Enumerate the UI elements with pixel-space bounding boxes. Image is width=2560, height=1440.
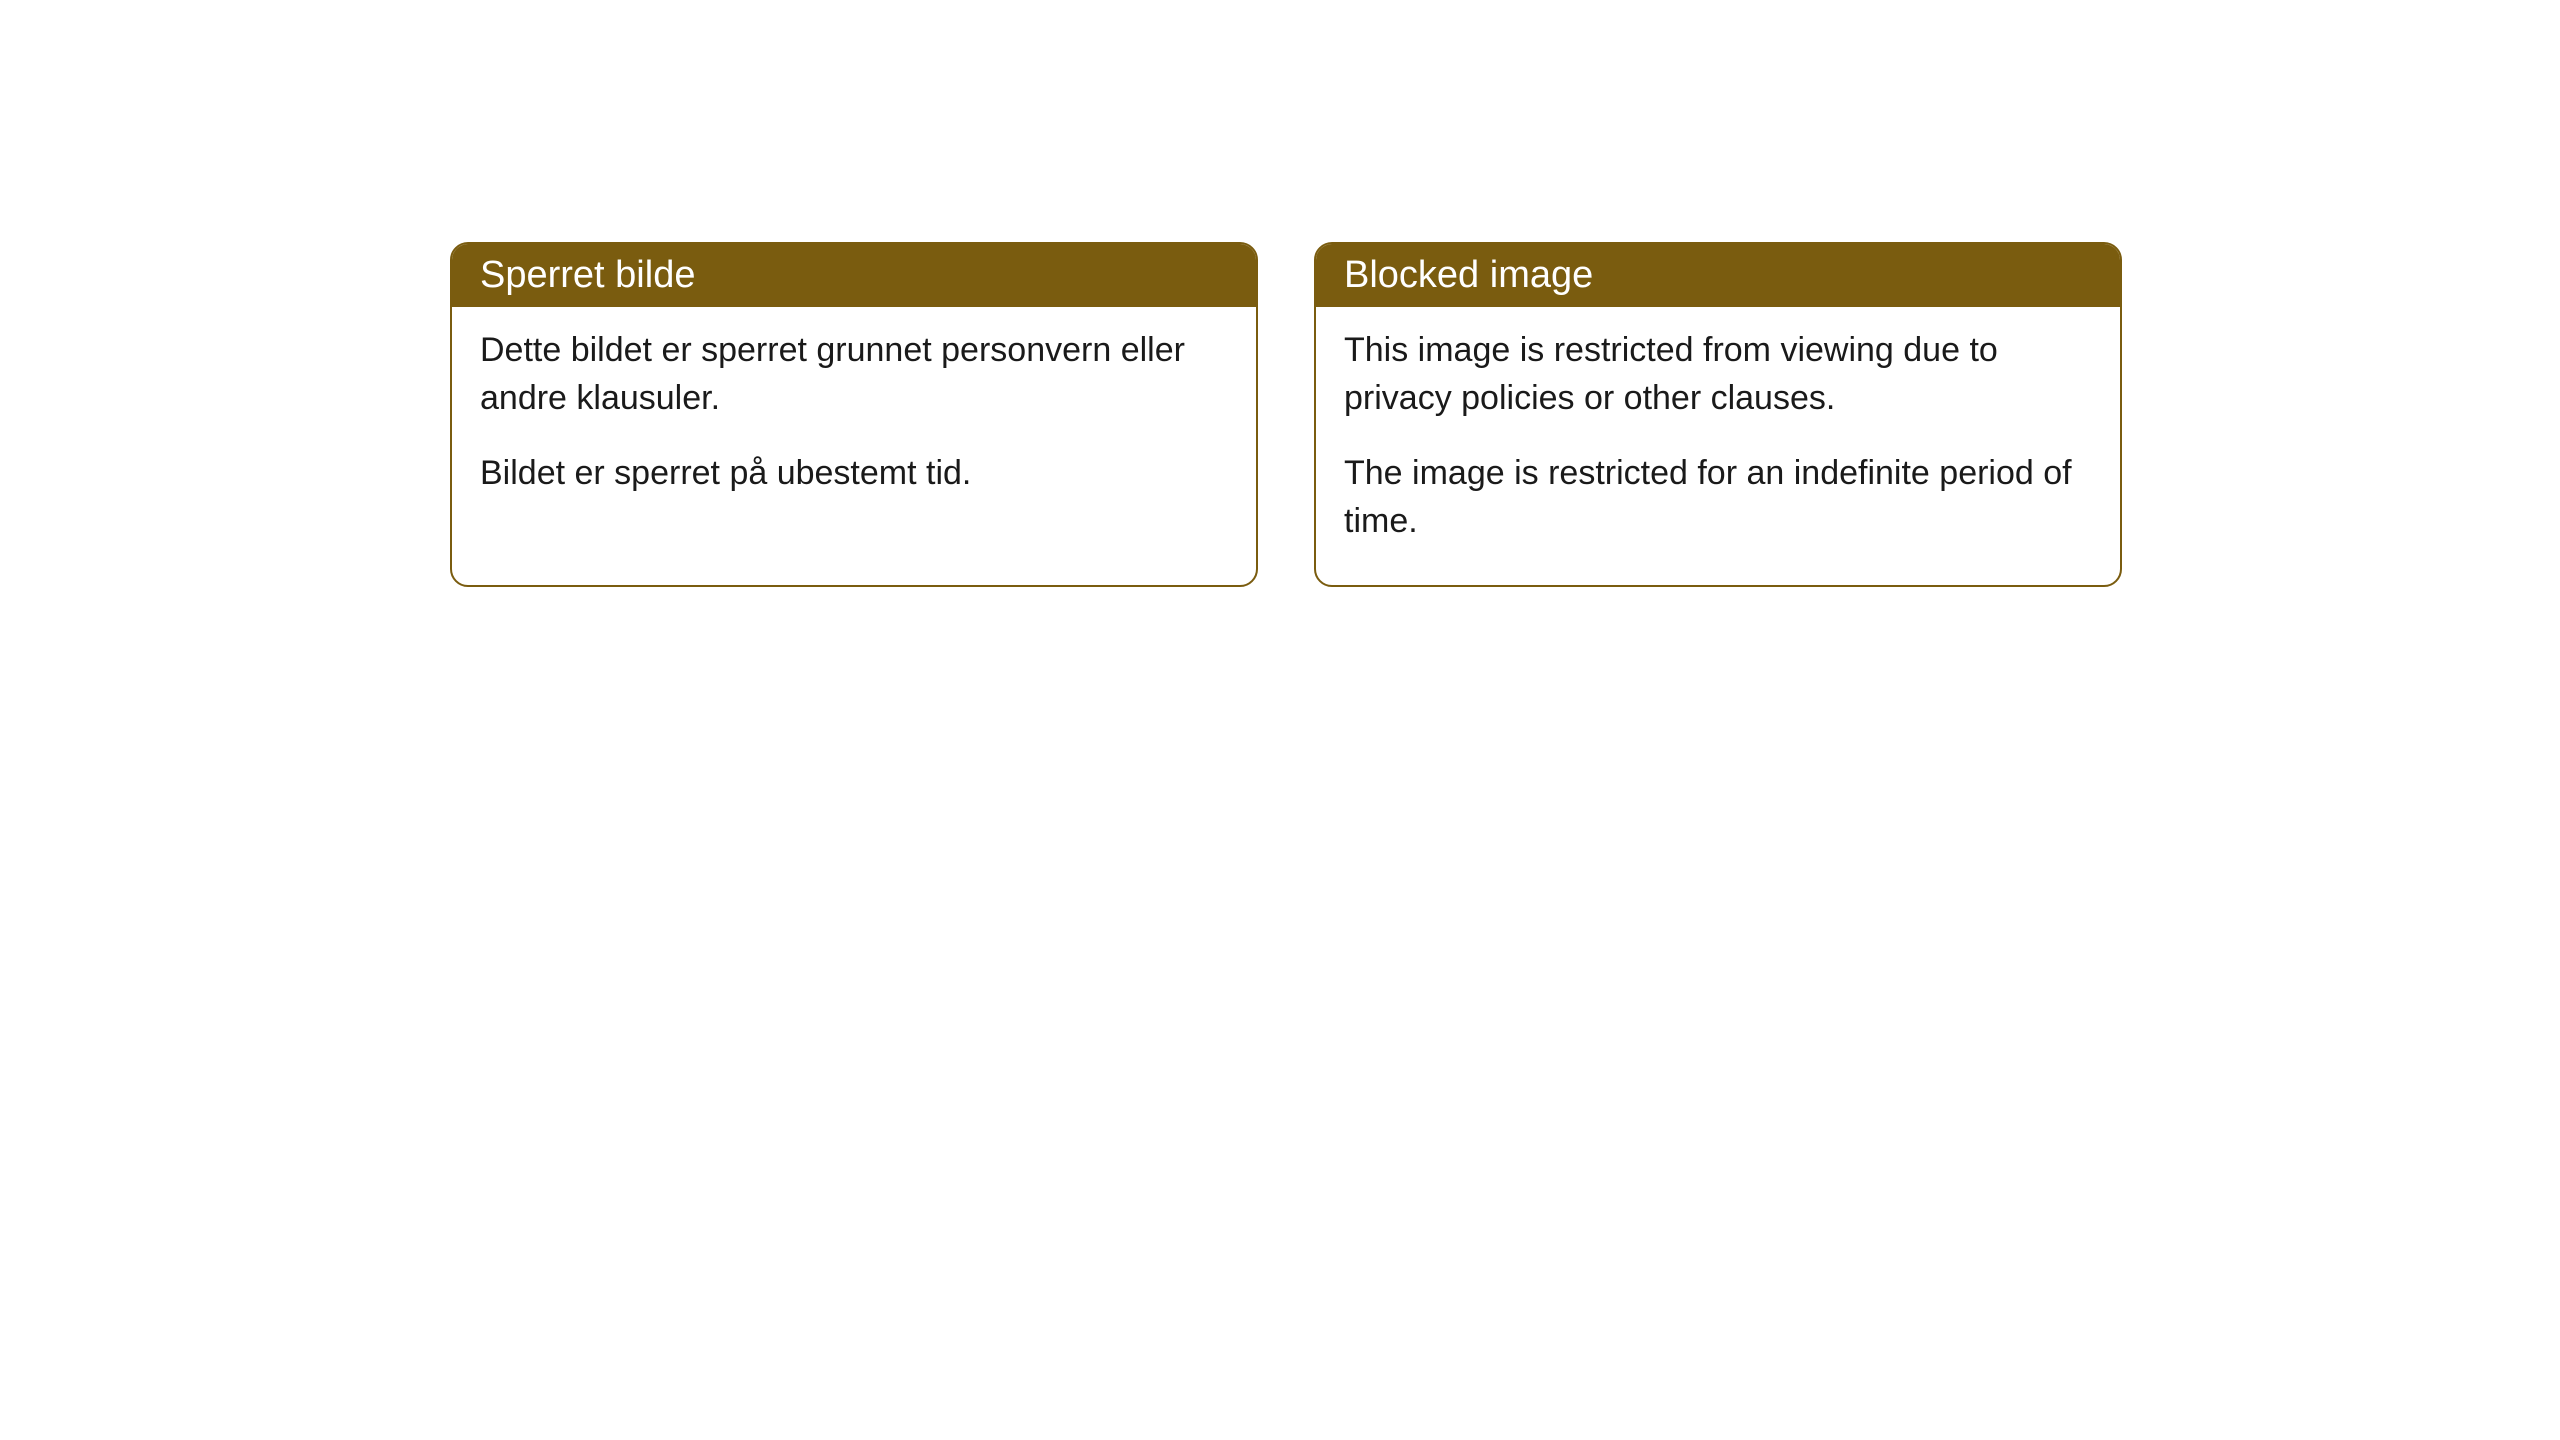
- notice-body: Dette bildet er sperret grunnet personve…: [452, 307, 1256, 538]
- notice-paragraph-1: Dette bildet er sperret grunnet personve…: [480, 327, 1228, 422]
- notice-paragraph-1: This image is restricted from viewing du…: [1344, 327, 2092, 422]
- notice-body: This image is restricted from viewing du…: [1316, 307, 2120, 585]
- notice-header: Sperret bilde: [452, 244, 1256, 307]
- notice-header: Blocked image: [1316, 244, 2120, 307]
- notice-paragraph-2: The image is restricted for an indefinit…: [1344, 450, 2092, 545]
- notice-container: Sperret bilde Dette bildet er sperret gr…: [450, 242, 2122, 587]
- notice-card-english: Blocked image This image is restricted f…: [1314, 242, 2122, 587]
- notice-paragraph-2: Bildet er sperret på ubestemt tid.: [480, 450, 1228, 498]
- notice-card-norwegian: Sperret bilde Dette bildet er sperret gr…: [450, 242, 1258, 587]
